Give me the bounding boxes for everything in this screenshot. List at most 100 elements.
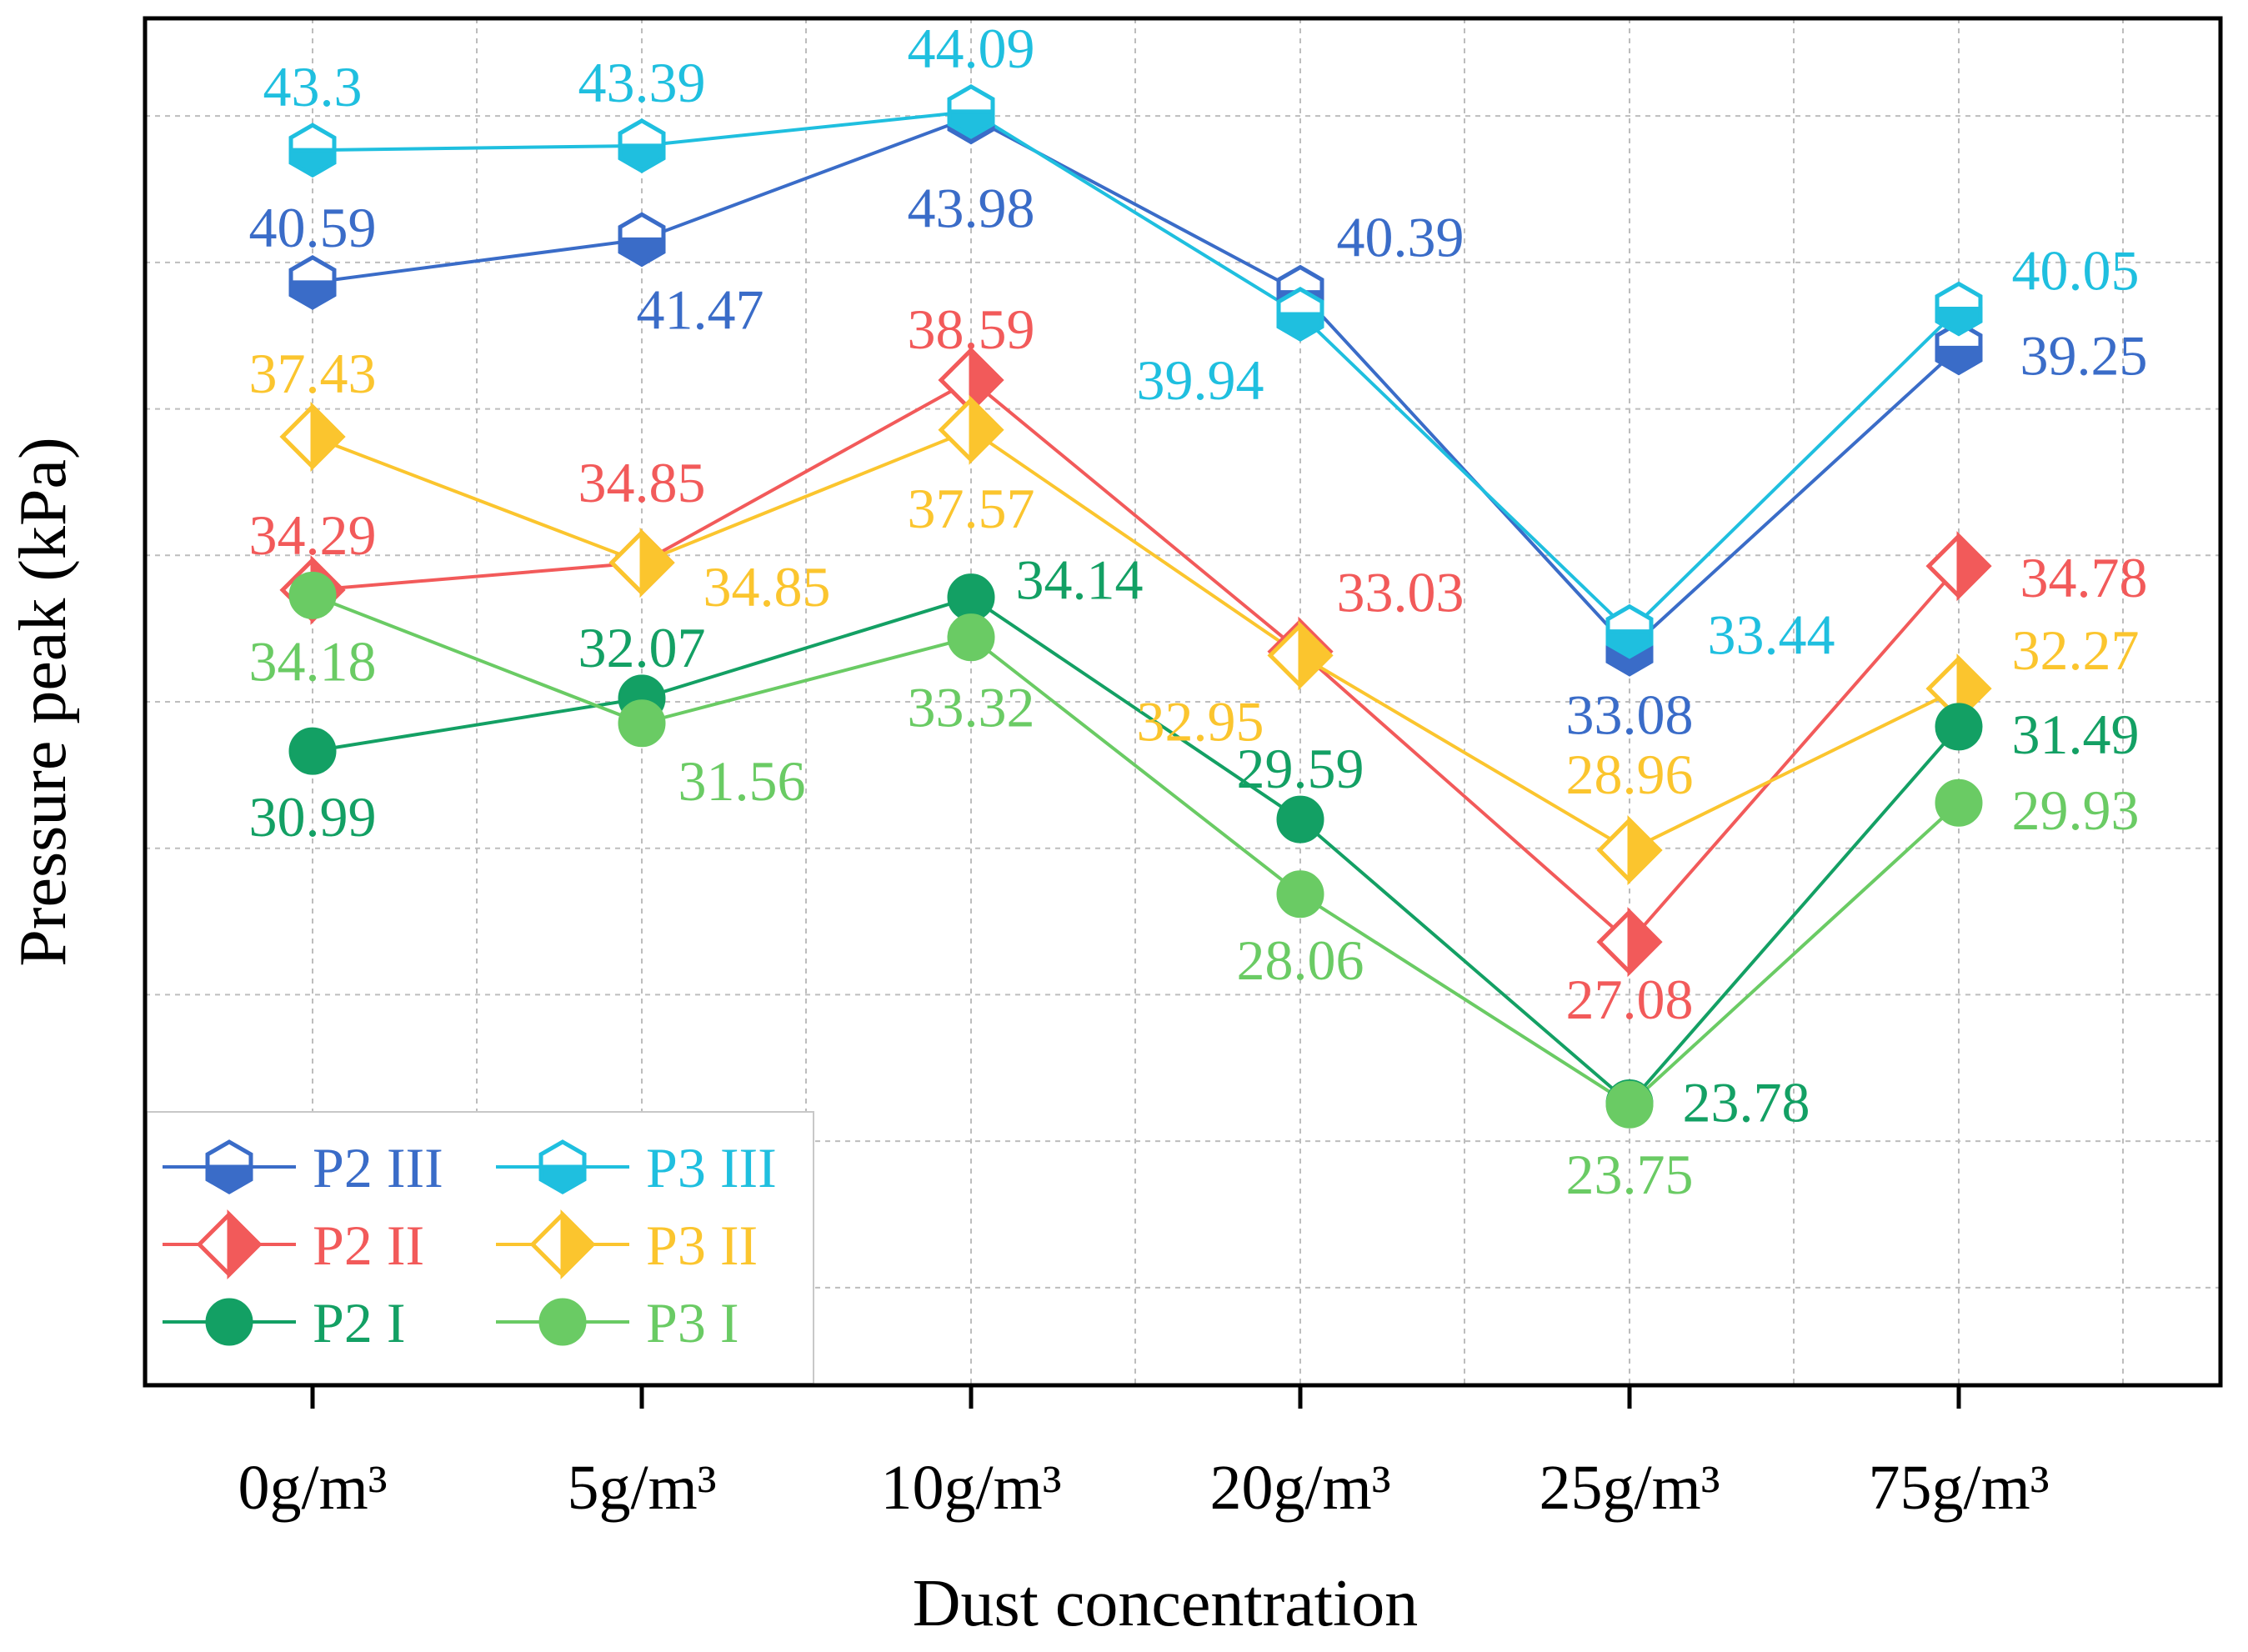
data-point	[1925, 531, 1992, 602]
plot-border	[143, 16, 2223, 1388]
data-label: 44.09	[908, 17, 1035, 80]
data-point	[1935, 703, 1983, 751]
data-point	[288, 254, 337, 310]
data-label: 28.06	[1237, 929, 1364, 992]
data-labels: 40.59 41.47 43.98 40.39 33.08 39.25 43.3 43.39 4…	[249, 17, 2148, 1206]
data-point	[1605, 1080, 1654, 1129]
data-label: 40.05	[2012, 239, 2140, 303]
data-point	[618, 118, 666, 173]
legend-marker	[538, 1139, 587, 1194]
x-tick-label: 0g/m³	[238, 1453, 387, 1523]
series-lines	[312, 109, 1960, 1107]
series-line	[312, 595, 1960, 1106]
data-label: 41.47	[637, 278, 764, 341]
data-label: 39.94	[1137, 348, 1264, 412]
data-point	[618, 212, 666, 268]
data-label: 32.95	[1137, 689, 1264, 753]
legend-marker	[196, 1209, 263, 1280]
series-line	[312, 115, 1960, 652]
legend-label: P3 III	[646, 1136, 777, 1199]
x-axis-title: Dust concentration	[913, 1567, 1418, 1640]
legend-marker	[529, 1209, 596, 1280]
data-label: 31.56	[678, 749, 806, 813]
data-point	[288, 727, 337, 775]
data-point	[1276, 287, 1324, 342]
data-label: 40.39	[1337, 206, 1464, 269]
legend-label: P2 I	[313, 1291, 405, 1354]
series-line	[312, 593, 1960, 1107]
y-axis-title: Pressure peak (kPa)	[7, 437, 80, 966]
legend-label: P3 I	[646, 1291, 738, 1354]
legend-marker	[205, 1139, 253, 1194]
data-point	[608, 528, 675, 598]
data-point	[938, 344, 1004, 416]
data-point	[947, 83, 995, 139]
data-label: 29.59	[1237, 737, 1364, 800]
series-line	[312, 378, 1960, 944]
data-label: 31.49	[2012, 703, 2140, 766]
legend-item: P2 II	[163, 1209, 424, 1280]
data-label: 33.32	[908, 676, 1035, 739]
data-point	[288, 123, 337, 178]
legend-item: P2 III	[163, 1136, 443, 1199]
data-label: 34.85	[578, 451, 706, 514]
legend-marker	[205, 1298, 253, 1346]
data-label: 34.14	[1016, 548, 1144, 612]
data-label: 37.57	[908, 477, 1035, 540]
legend-item: P3 III	[496, 1136, 777, 1199]
data-point	[938, 394, 1004, 465]
data-label: 28.96	[1566, 743, 1694, 806]
data-label: 23.78	[1683, 1070, 1810, 1134]
x-tick-label: 75g/m³	[1868, 1453, 2049, 1523]
data-point	[1596, 907, 1663, 978]
legend-label: P2 III	[313, 1136, 443, 1199]
data-label: 27.08	[1566, 968, 1694, 1031]
data-label: 34.18	[249, 629, 377, 693]
x-axis-ticks: 0g/m³ 5g/m³ 10g/m³ 20g/m³ 25g/m³ 75g/m³	[238, 1385, 2050, 1523]
data-label: 33.08	[1566, 683, 1694, 747]
legend-item: P2 I	[163, 1291, 405, 1354]
data-label: 23.75	[1566, 1143, 1694, 1206]
legend-marker	[538, 1298, 587, 1346]
x-tick-label: 20g/m³	[1209, 1453, 1390, 1523]
legend-label: P2 II	[313, 1214, 424, 1277]
data-label: 33.44	[1708, 603, 1835, 667]
data-point	[1276, 795, 1324, 844]
x-tick-label: 5g/m³	[567, 1453, 716, 1523]
series-line	[312, 428, 1960, 853]
data-label: 32.27	[2012, 618, 2140, 682]
data-label: 32.07	[578, 616, 706, 679]
data-label: 34.29	[249, 503, 377, 567]
series-line	[312, 109, 1960, 634]
data-label: 43.3	[263, 55, 363, 118]
legend-item: P3 II	[496, 1209, 758, 1280]
data-point	[618, 699, 666, 748]
data-label: 30.99	[249, 785, 377, 849]
data-point	[1925, 653, 1992, 724]
data-label: 34.78	[2020, 546, 2148, 609]
data-label: 38.59	[908, 298, 1035, 361]
data-point	[288, 571, 337, 619]
series-markers	[279, 83, 1992, 1129]
data-point	[947, 613, 995, 662]
data-point	[279, 401, 346, 472]
legend: P2 III P3 III P2 II P3 II P2 I P3 I	[146, 1111, 814, 1384]
data-label: 29.93	[2012, 778, 2140, 842]
data-point	[1935, 778, 1983, 827]
legend-label: P3 II	[646, 1214, 758, 1277]
data-point	[1267, 620, 1334, 691]
data-label: 43.39	[578, 51, 706, 114]
x-tick-label: 25g/m³	[1539, 1453, 1720, 1523]
data-label: 34.85	[703, 555, 831, 618]
legend-item: P3 I	[496, 1291, 738, 1354]
data-label: 37.43	[249, 342, 377, 405]
x-tick-label: 10g/m³	[880, 1453, 1061, 1523]
data-point	[1605, 603, 1654, 659]
data-label: 33.03	[1337, 561, 1464, 624]
data-point	[1935, 320, 1983, 376]
data-point	[1935, 281, 1983, 337]
data-label: 43.98	[908, 176, 1035, 239]
data-point	[1276, 870, 1324, 919]
data-label: 39.25	[2020, 323, 2148, 387]
